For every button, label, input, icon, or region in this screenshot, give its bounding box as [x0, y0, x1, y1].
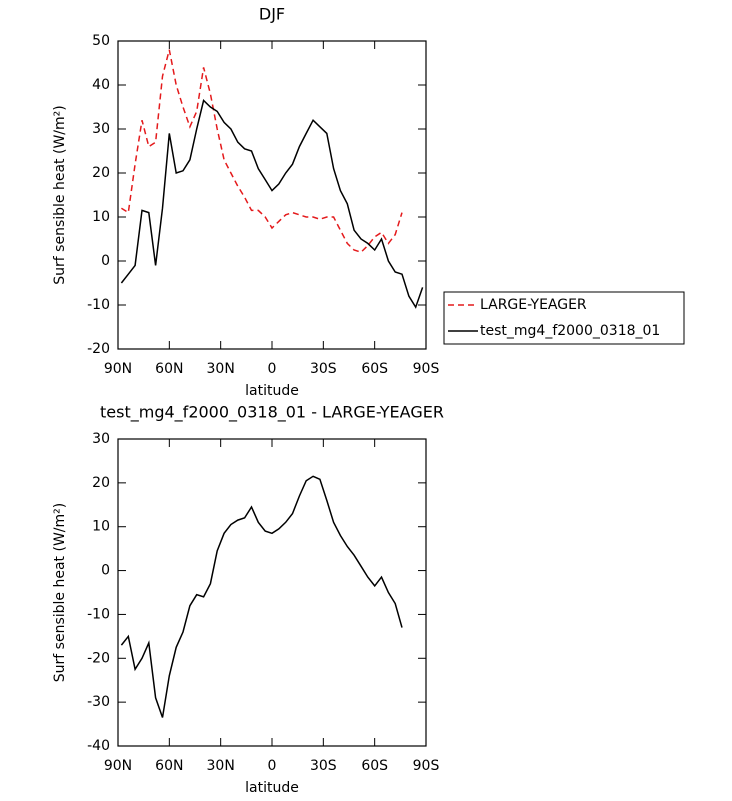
y-tick-label: 40	[92, 77, 110, 93]
x-tick-label: 60N	[155, 758, 183, 774]
y-tick-label: 30	[92, 431, 110, 447]
x-tick-label: 0	[268, 758, 277, 774]
y-tick-label: 10	[92, 519, 110, 535]
x-tick-label: 0	[268, 361, 277, 377]
y-axis-label: Surf sensible heat (W/m²)	[52, 105, 68, 284]
x-tick-label: 30N	[207, 361, 235, 377]
y-tick-label: -20	[87, 341, 110, 357]
y-tick-label: 20	[92, 475, 110, 491]
y-tick-label: 20	[92, 165, 110, 181]
y-tick-label: -30	[87, 694, 110, 710]
chart-title: DJF	[259, 5, 285, 24]
y-tick-label: 0	[101, 563, 110, 579]
y-tick-label: -10	[87, 606, 110, 622]
legend-box	[443, 291, 685, 345]
y-tick-label: -40	[87, 738, 110, 754]
legend-label: test_mg4_f2000_0318_01	[480, 323, 660, 339]
data-line	[120, 475, 403, 718]
y-tick-label: 30	[92, 121, 110, 137]
x-tick-label: 60S	[361, 758, 388, 774]
plot-frame	[117, 40, 427, 350]
y-tick-label: 0	[101, 253, 110, 269]
plot-frame	[117, 438, 427, 747]
y-tick-label: -20	[87, 650, 110, 666]
x-tick-label: 30N	[207, 758, 235, 774]
x-tick-label: 90N	[104, 361, 132, 377]
x-tick-label: 90N	[104, 758, 132, 774]
x-tick-label: 60S	[361, 361, 388, 377]
data-line	[120, 98, 424, 309]
y-tick-label: 50	[92, 33, 110, 49]
x-axis-label: latitude	[245, 383, 299, 399]
x-tick-label: 30S	[310, 758, 337, 774]
y-tick-label: 10	[92, 209, 110, 225]
x-tick-label: 90S	[413, 361, 440, 377]
data-line	[120, 49, 403, 254]
x-tick-label: 30S	[310, 361, 337, 377]
x-axis-label: latitude	[245, 780, 299, 796]
x-tick-label: 90S	[413, 758, 440, 774]
legend-label: LARGE-YEAGER	[480, 297, 587, 313]
x-tick-label: 60N	[155, 361, 183, 377]
y-axis-label: Surf sensible heat (W/m²)	[52, 503, 68, 682]
y-tick-label: -10	[87, 297, 110, 313]
chart-title: test_mg4_f2000_0318_01 - LARGE-YEAGER	[100, 403, 444, 423]
